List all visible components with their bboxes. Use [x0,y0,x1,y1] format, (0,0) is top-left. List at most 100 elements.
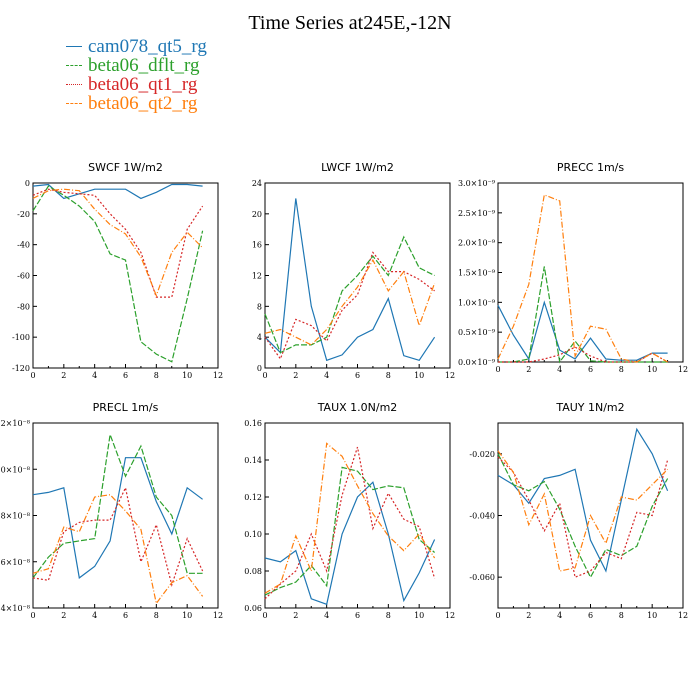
x-tick-label: 2 [61,371,66,380]
legend-item: beta06_dflt_rg [66,56,207,75]
series-line [264,466,435,596]
series-line [32,494,204,605]
series-line [498,346,668,363]
x-tick-label: 2 [526,611,531,620]
x-tick-label: 0 [495,611,500,620]
x-tick-label: 10 [182,611,192,620]
plot-frame [32,182,219,369]
y-tick-label: 1.0×10⁻⁹ [458,298,496,307]
y-tick-label: 0.14 [244,456,262,465]
x-tick-label: 2 [293,371,298,380]
chart-title: LWCF 1W/m2 [321,161,394,174]
y-tick-label: 0 [257,364,262,373]
x-tick-label: 6 [355,371,360,380]
legend-label: cam078_qt5_rg [88,36,207,57]
x-tick-label: 2 [293,611,298,620]
x-tick-label: 10 [182,371,192,380]
x-tick-label: 8 [386,611,391,620]
x-tick-label: 10 [647,611,657,620]
x-tick-label: 8 [154,371,159,380]
series-line [497,450,669,572]
y-tick-label: 0.10 [244,530,262,539]
x-tick-label: 10 [414,611,424,620]
y-tick-label: 8 [257,302,262,311]
series-line [497,300,668,361]
x-tick-label: 12 [678,611,688,620]
y-tick-label: 24 [252,179,262,188]
chart-panel: TAUY 1N/m2 0 2 4 6 8 10 12 -0.060 -0.040 -0.020 [469,401,688,620]
x-tick-label: 6 [123,371,128,380]
series-line [32,188,204,298]
series-line [497,453,669,579]
legend-label: beta06_dflt_rg [88,55,200,76]
y-tick-label: 0.12 [244,493,262,502]
legend-item: cam078_qt5_rg [66,37,207,56]
series-line [32,188,204,298]
y-tick-label: -40 [17,241,30,250]
series-line [264,251,435,361]
y-tick-label: 0.4×10⁻⁸ [0,604,30,613]
chart-panel: PRECL 1m/s 0 2 4 6 8 10 12 0.4×10⁻⁸ 0.6×10⁻⁸ 0.8×1… [0,401,223,620]
y-tick-label: 0.06 [244,604,262,613]
x-tick-label: 6 [588,365,593,374]
y-tick-label: 0.16 [244,419,262,428]
legend-label: beta06_qt2_rg [88,93,198,114]
x-tick-label: 4 [557,365,562,374]
x-tick-label: 10 [414,371,424,380]
x-tick-label: 12 [678,365,688,374]
legend-line-icon [66,65,82,66]
y-tick-label: -80 [17,302,30,311]
y-tick-label: 0.8×10⁻⁸ [0,512,30,521]
x-tick-label: 0 [262,371,267,380]
series-line [497,456,669,579]
x-tick-label: 0 [30,371,35,380]
series-line [497,194,668,363]
series-line [32,185,204,363]
series-line [264,446,436,600]
x-tick-label: 0 [495,365,500,374]
y-tick-label: -120 [12,364,30,373]
series-line [264,235,435,354]
series-line [32,183,203,200]
legend-line-icon [66,46,82,47]
x-tick-label: 4 [557,611,562,620]
series-line [32,457,203,579]
x-tick-label: 8 [386,371,391,380]
x-tick-label: 6 [588,611,593,620]
y-tick-label: 0.0×10⁻⁹ [458,358,496,367]
y-tick-label: 0.08 [244,567,262,576]
x-tick-label: 12 [213,611,223,620]
y-tick-label: -60 [17,272,30,281]
y-tick-label: 12 [252,272,262,281]
y-tick-label: 2.5×10⁻⁹ [458,209,496,218]
y-tick-label: 2.0×10⁻⁹ [458,239,496,248]
series-line [264,481,436,606]
plot-frame [497,182,684,363]
y-tick-label: -0.020 [469,450,495,459]
chart-panel: PRECC 1m/s 0 2 4 6 8 10 12 0.0×10⁻⁹ 0.5×10⁻⁹ 1.0×1… [458,161,688,374]
y-tick-label: 1.0×10⁻⁸ [0,465,30,474]
x-tick-label: 12 [445,371,455,380]
y-tick-label: 1.5×10⁻⁹ [458,269,496,278]
page-title: Time Series at245E,-12N [248,12,452,34]
series-line [32,485,204,588]
series-line [497,427,669,573]
x-tick-label: 6 [355,611,360,620]
plot-frame [264,422,451,609]
x-tick-label: 2 [526,365,531,374]
series-line [264,442,436,594]
chart-title: PRECC 1m/s [557,161,625,174]
x-tick-label: 0 [262,611,267,620]
legend-item: beta06_qt2_rg [66,94,207,113]
y-tick-label: 3.0×10⁻⁹ [458,179,496,188]
x-tick-label: 4 [92,371,97,380]
y-tick-label: 0.5×10⁻⁹ [458,328,496,337]
chart-title: SWCF 1W/m2 [88,161,163,174]
legend: cam078_qt5_rg beta06_dflt_rg beta06_qt1_… [66,37,207,113]
y-tick-label: 0 [25,179,30,188]
x-tick-label: 0 [30,611,35,620]
x-tick-label: 8 [154,611,159,620]
series-line [32,434,203,579]
series-line [264,198,436,362]
